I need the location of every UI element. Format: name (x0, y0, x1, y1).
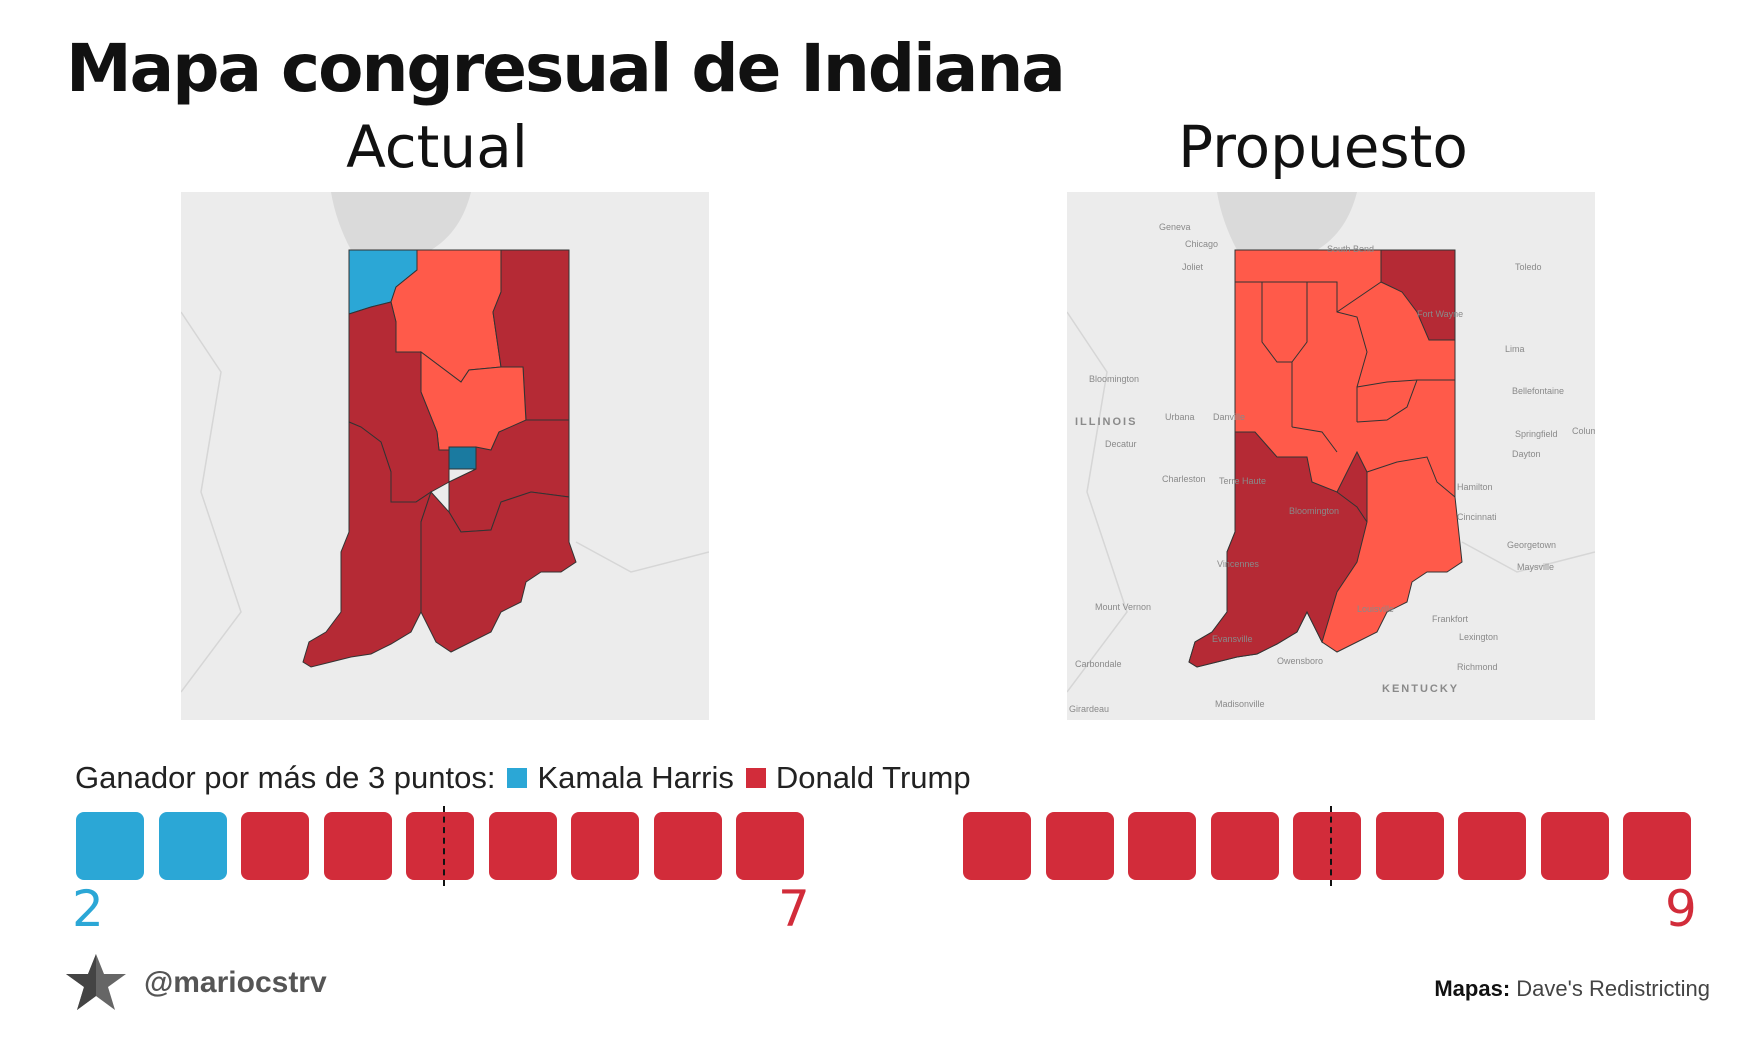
seat-trump (1210, 812, 1279, 880)
author-handle: @marioсstrv (144, 966, 327, 999)
seat-bar-actual (76, 812, 806, 880)
map-label: Carbondale (1075, 659, 1122, 669)
map-label: ILLINOIS (1075, 416, 1137, 428)
seat-trump (1540, 812, 1609, 880)
map-label: Danville (1213, 412, 1245, 422)
seat-count-trump-propuesto: 9 (1665, 880, 1697, 938)
map-label: Evansville (1212, 634, 1253, 644)
map-label: Lexington (1459, 632, 1498, 642)
seat-trump (323, 812, 392, 880)
majority-line-propuesto (1330, 806, 1332, 886)
seat-trump (1293, 812, 1361, 880)
map-label: Mount Vernon (1095, 602, 1151, 612)
map-propuesto-svg: Geneva Chicago South Bend Joliet Toledo … (1067, 192, 1595, 720)
seat-trump (1128, 812, 1196, 880)
map-label: KENTUCKY (1382, 683, 1459, 695)
seat-trump (1623, 812, 1691, 880)
district-7-harris (448, 446, 477, 470)
seat-trump (1375, 812, 1444, 880)
map-label: Terre Haute (1219, 476, 1266, 486)
majority-line-actual (443, 806, 445, 886)
map-actual-svg (181, 192, 709, 720)
map-label: Geneva (1159, 222, 1191, 232)
map-label: Charleston (1162, 474, 1206, 484)
seat-harris (76, 812, 144, 880)
map-label: Cincinnati (1457, 512, 1497, 522)
star-logo-icon (64, 952, 128, 1019)
credit-source: Dave's Redistricting (1516, 976, 1710, 1001)
map-label: Madisonville (1215, 699, 1265, 709)
seat-count-harris-actual: 2 (72, 880, 104, 938)
map-label: Toledo (1515, 262, 1542, 272)
map-label: Frankfort (1432, 614, 1469, 624)
map-label: Bellefontaine (1512, 386, 1564, 396)
seat-trump (963, 812, 1031, 880)
seat-trump (736, 812, 804, 880)
district-8 (302, 421, 432, 668)
lake-michigan (331, 192, 471, 250)
map-label: Springfield (1515, 429, 1558, 439)
legend-swatch-trump (745, 768, 766, 788)
seat-trump (241, 812, 309, 880)
map-label: Maysville (1517, 562, 1554, 572)
map-label: Lima (1505, 344, 1525, 354)
seat-trump (406, 812, 474, 880)
source-credit: Mapas: Dave's Redistricting (1434, 976, 1710, 1002)
lake-michigan (1217, 192, 1357, 250)
map-label: Hamilton (1457, 482, 1493, 492)
seat-trump (653, 812, 722, 880)
map-label: Louisville (1357, 604, 1394, 614)
seat-harris (158, 812, 227, 880)
legend-label-harris: Kamala Harris (537, 760, 734, 795)
seat-trump (1045, 812, 1114, 880)
page-title: Mapa congresual de Indiana (66, 30, 1066, 107)
map-label: Dayton (1512, 449, 1541, 459)
legend-swatch-harris (507, 768, 528, 788)
map-label: Bloomington (1089, 374, 1139, 384)
legend-prefix: Ganador por más de 3 puntos: (75, 760, 496, 795)
map-label: Richmond (1457, 662, 1498, 672)
seat-count-trump-actual: 7 (778, 880, 810, 938)
map-propuesto: Geneva Chicago South Bend Joliet Toledo … (1067, 192, 1595, 720)
map-label: Urbana (1165, 412, 1195, 422)
district-sw (1188, 431, 1368, 668)
map-label: Fort Wayne (1417, 309, 1463, 319)
map-label: Columbus (1572, 426, 1595, 436)
seat-trump (488, 812, 557, 880)
credit-label: Mapas: (1434, 976, 1511, 1001)
map-label: Decatur (1105, 439, 1137, 449)
map-label: Chicago (1185, 239, 1218, 249)
map-label: South Bend (1327, 244, 1374, 254)
map-city-labels: Geneva Chicago South Bend Joliet Toledo … (1069, 222, 1595, 714)
seat-trump (571, 812, 639, 880)
legend: Ganador por más de 3 puntos: Kamala Harr… (75, 760, 971, 796)
map-heading-actual: Actual (346, 113, 528, 181)
seat-trump (1458, 812, 1526, 880)
district-ne (1380, 249, 1456, 341)
map-label: Georgetown (1507, 540, 1556, 550)
district-9 (420, 491, 577, 653)
map-label: Joliet (1182, 262, 1204, 272)
map-label: Bloomington (1289, 506, 1339, 516)
map-label: Girardeau (1069, 704, 1109, 714)
map-actual (181, 192, 709, 720)
seat-bar-propuesto (963, 812, 1693, 880)
map-label: Owensboro (1277, 656, 1323, 666)
map-label: Vincennes (1217, 559, 1259, 569)
legend-label-trump: Donald Trump (775, 760, 971, 795)
map-heading-propuesto: Propuesto (1178, 113, 1468, 181)
